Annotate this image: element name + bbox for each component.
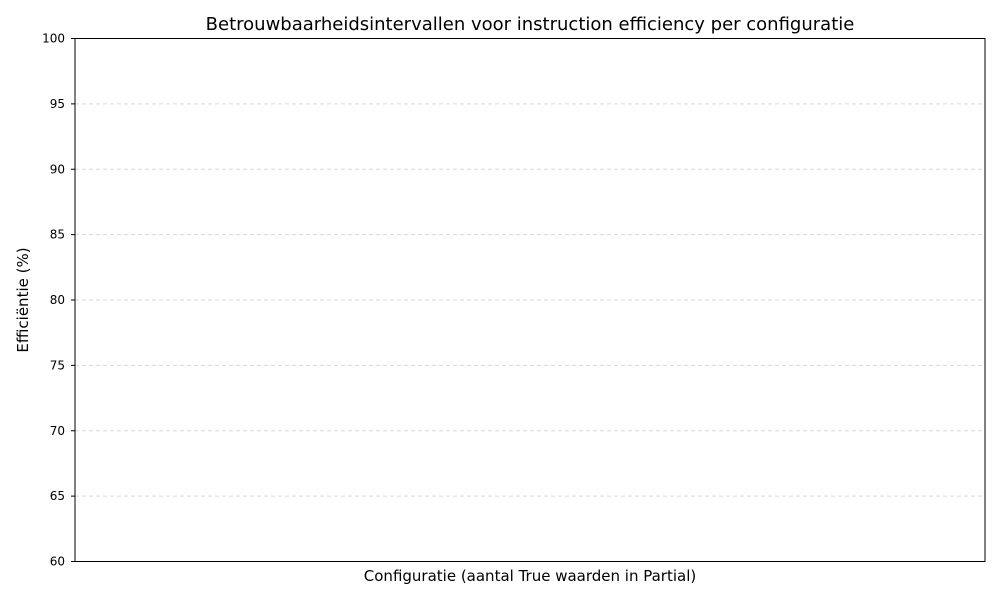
y-tick-label: 95 (50, 97, 65, 111)
y-tick-label: 75 (50, 358, 65, 372)
x-axis-label: Configuratie (aantal True waarden in Par… (364, 567, 696, 585)
y-axis-ticks: 60 65 70 75 80 85 90 95 100 (42, 32, 75, 569)
chart-title: Betrouwbaarheidsintervallen voor instruc… (206, 14, 855, 35)
y-tick-label: 100 (42, 32, 65, 46)
plot-frame (74, 38, 986, 562)
y-tick-label: 80 (50, 293, 65, 307)
y-tick-label: 90 (50, 162, 65, 176)
grid-lines (75, 103, 985, 497)
y-tick-label: 85 (50, 228, 65, 242)
y-tick-label: 60 (50, 555, 65, 569)
y-tick-label: 70 (50, 424, 65, 438)
y-tick-label: 65 (50, 489, 65, 503)
y-axis-label: Efficiëntie (%) (14, 247, 32, 352)
